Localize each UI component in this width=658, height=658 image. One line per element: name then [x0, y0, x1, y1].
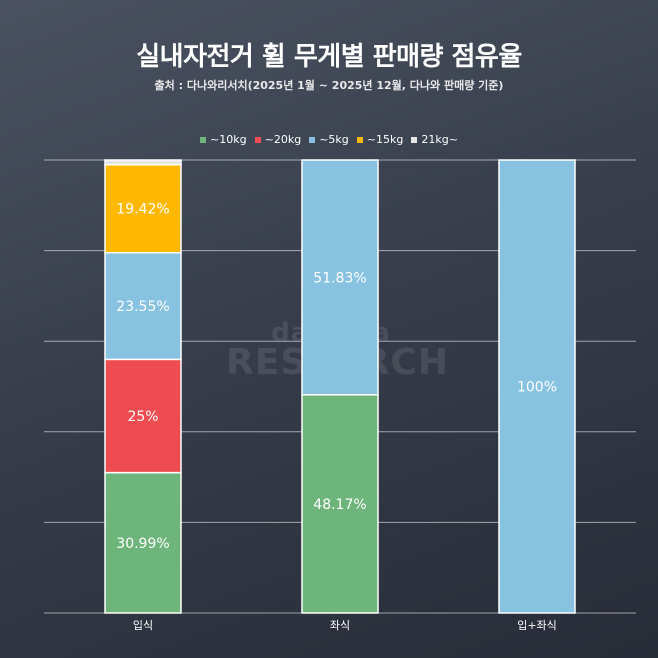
legend-item: 21kg~ — [411, 133, 458, 146]
bar-segment — [104, 159, 182, 166]
legend-label: ~15kg — [366, 133, 404, 146]
legend-label: 21kg~ — [421, 133, 458, 146]
data-label: 25% — [127, 409, 158, 425]
bar-segment — [498, 159, 576, 614]
bar-segment — [104, 251, 182, 361]
legend-item: ~15kg — [356, 133, 404, 146]
legend-swatch — [254, 136, 261, 143]
data-labels: 30.99% 25% 23.55% 19.42% 48.17% 51.83% 100% — [116, 202, 557, 552]
bar-segment — [301, 394, 379, 614]
data-label: 23.55% — [116, 299, 169, 315]
category-labels: 입식 좌식 입+좌식 — [133, 619, 557, 632]
legend-item: ~20kg — [254, 133, 302, 146]
bar-segment — [104, 358, 182, 474]
bar-segment — [104, 163, 182, 254]
legend-label: ~5kg — [319, 133, 349, 146]
legend-label: ~20kg — [264, 133, 302, 146]
bar-segment — [301, 159, 379, 396]
legend-item: ~10kg — [200, 133, 247, 146]
data-label: 30.99% — [116, 536, 169, 552]
data-label: 48.17% — [313, 497, 366, 513]
data-label: 100% — [517, 380, 557, 396]
category-label: 입+좌식 — [517, 619, 557, 632]
category-label: 좌식 — [330, 619, 350, 632]
legend-swatch — [356, 136, 363, 143]
chart-title: 실내자전거 휠 무게별 판매량 점유율 — [136, 42, 522, 72]
legend-swatch — [411, 136, 418, 143]
legend-item: ~5kg — [309, 133, 349, 146]
legend-swatch — [200, 136, 207, 143]
category-label: 입식 — [133, 619, 153, 632]
chart-subtitle: 출처 : 다나와리서치(2025년 1월 ~ 2025년 12월, 다나와 판매… — [154, 79, 504, 92]
data-label: 19.42% — [116, 202, 169, 218]
data-label: 51.83% — [313, 270, 366, 286]
bars — [104, 159, 576, 614]
legend-swatch — [309, 136, 316, 143]
legend-label: ~10kg — [210, 133, 247, 146]
chart-legend: ~10kg ~20kg ~5kg ~15kg 21kg~ — [0, 133, 658, 146]
